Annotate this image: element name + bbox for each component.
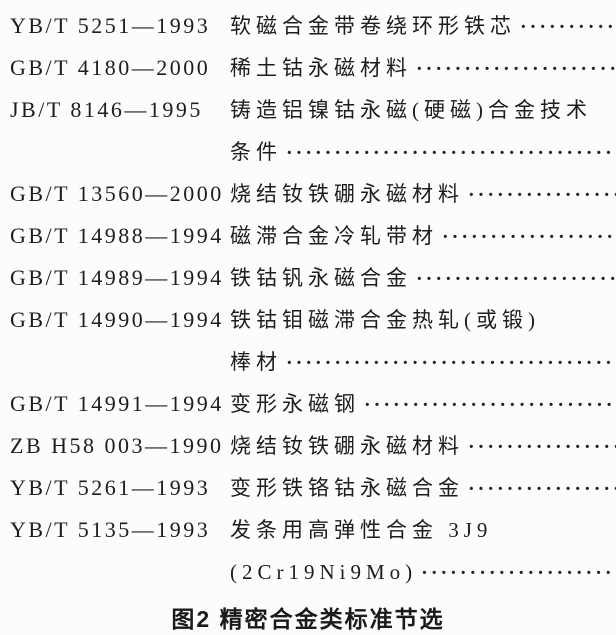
standard-code: JB/T 8146—1995 xyxy=(10,97,203,122)
standard-title: 变形铁铬钴永磁合金 xyxy=(230,476,464,500)
standard-desc: 铸造铝镍钴永磁(硬磁)合金技术 xyxy=(230,89,616,131)
standard-code: GB/T 4180—2000 xyxy=(10,55,211,80)
standard-code: YB/T 5135—1993 xyxy=(10,517,211,542)
standard-desc: 烧结钕铁硼永磁材料·······························… xyxy=(230,425,616,467)
standard-title: 铁钴钼磁滞合金热轧(或锻) xyxy=(230,308,540,332)
standard-row: GB/T 13560—2000 烧结钕铁硼永磁材料 ···············… xyxy=(0,173,616,215)
standard-desc: 稀土钴永磁材料·································… xyxy=(230,47,616,89)
standard-row: JB/T 8146—1995 铸造铝镍钴永磁(硬磁)合金技术 xyxy=(0,89,616,131)
standard-row: GB/T 4180—2000 稀土钴永磁材料 ··················… xyxy=(0,47,616,89)
standard-row: GB/T 14988—1994 磁滞合金冷轧带材 ················… xyxy=(0,215,616,257)
dot-leader: ········································… xyxy=(468,184,616,206)
standard-code: GB/T 14988—1994 xyxy=(10,223,224,248)
standard-row: GB/T 14989—1994 铁钴钒永磁合金 ·················… xyxy=(0,257,616,299)
dot-leader: ········································… xyxy=(416,268,616,290)
standard-code: GB/T 14991—1994 xyxy=(10,391,224,416)
standard-title: 稀土钴永磁材料 xyxy=(230,56,412,80)
standard-code: YB/T 5261—1993 xyxy=(10,475,211,500)
standard-desc: 烧结钕铁硼永磁材料·······························… xyxy=(230,173,616,215)
standard-title: 铸造铝镍钴永磁(硬磁)合金技术 xyxy=(230,98,592,122)
standard-row: YB/T 5135—1993 发条用高弹性合金 3J9 xyxy=(0,509,616,551)
dot-leader: ········································… xyxy=(286,142,616,164)
standards-list: YB/T 5251—1993 软磁合金带卷绕环形铁芯··············… xyxy=(0,5,616,593)
standard-desc: 条件······································… xyxy=(230,131,616,173)
standard-desc: 变形永磁钢···································… xyxy=(230,383,616,425)
standard-title: 棒材 xyxy=(230,350,282,374)
standard-desc: 变形铁铬钴永磁合金·······························… xyxy=(230,467,616,509)
standard-title: 变形永磁钢 xyxy=(230,392,360,416)
standard-title: (2Cr19Ni9Mo) xyxy=(230,560,418,584)
dot-leader: ········································… xyxy=(468,478,616,500)
standard-row: GB/T 14990—1994 铁钴钼磁滞合金热轧(或锻) xyxy=(0,299,616,341)
standard-title: 烧结钕铁硼永磁材料 xyxy=(230,182,464,206)
dot-leader: ········································… xyxy=(286,352,616,374)
standard-code: GB/T 14989—1994 xyxy=(10,265,224,290)
standard-code: ZB H58 003—1990 xyxy=(10,433,224,458)
standard-desc: (2Cr19Ni9Mo)····························… xyxy=(230,551,616,593)
standard-desc: 棒材······································… xyxy=(230,341,616,383)
standard-row: 棒材······································… xyxy=(0,341,616,383)
standard-desc: 铁钴钒永磁合金·································… xyxy=(230,257,616,299)
dot-leader: ········································… xyxy=(416,58,616,80)
standard-title: 软磁合金带卷绕环形铁芯 xyxy=(230,14,516,38)
standard-desc: 铁钴钼磁滞合金热轧(或锻) xyxy=(230,299,616,341)
dot-leader: ········································… xyxy=(364,394,616,416)
standard-title: 烧结钕铁硼永磁材料 xyxy=(230,434,464,458)
standard-row: GB/T 14991—1994 变形永磁钢 ···················… xyxy=(0,383,616,425)
standard-code: GB/T 13560—2000 xyxy=(10,181,224,206)
dot-leader: ········································… xyxy=(442,226,616,248)
standard-row: (2Cr19Ni9Mo)····························… xyxy=(0,551,616,593)
dot-leader: ········································… xyxy=(468,436,616,458)
standard-row: ZB H58 003—1990 烧结钕铁硼永磁材料 ···············… xyxy=(0,425,616,467)
standard-code: GB/T 14990—1994 xyxy=(10,307,224,332)
figure-caption: 图2 精密合金类标准节选 xyxy=(171,606,445,632)
standard-row: YB/T 5261—1993 变形铁铬钴永磁合金················… xyxy=(0,467,616,509)
dot-leader: ········································… xyxy=(421,562,616,584)
standard-title: 条件 xyxy=(230,140,282,164)
standard-title: 发条用高弹性合金 3J9 xyxy=(230,518,493,542)
standard-desc: 软磁合金带卷绕环形铁芯·····························… xyxy=(230,5,616,47)
dot-leader: ········································… xyxy=(520,16,616,38)
standard-desc: 发条用高弹性合金 3J9 xyxy=(230,509,616,551)
standard-title: 磁滞合金冷轧带材 xyxy=(230,224,438,248)
standard-row: 条件······································… xyxy=(0,131,616,173)
standard-title: 铁钴钒永磁合金 xyxy=(230,266,412,290)
standard-row: YB/T 5251—1993 软磁合金带卷绕环形铁芯··············… xyxy=(0,5,616,47)
standard-code: YB/T 5251—1993 xyxy=(10,13,211,38)
standard-desc: 磁滞合金冷轧带材································… xyxy=(230,215,616,257)
